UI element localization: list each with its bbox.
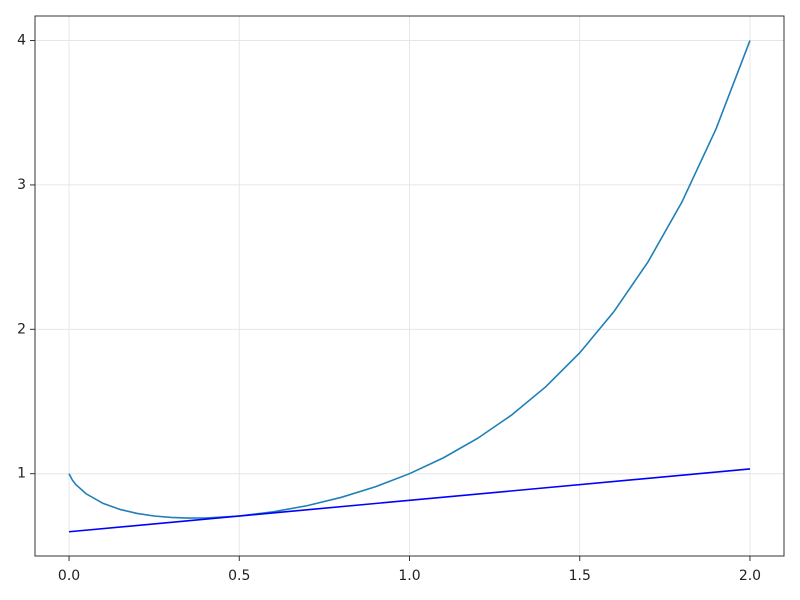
line-series [68,468,751,533]
line-series [68,40,751,519]
y-tick-label: 3 [17,177,26,193]
x-tick-label: 0.0 [58,568,80,584]
x-tick-label: 0.5 [228,568,250,584]
x-tick-label: 2.0 [739,568,761,584]
y-tick-label: 1 [17,466,26,482]
x-tick-label: 1.0 [398,568,420,584]
plot-frame [34,15,785,557]
x-tick-label: 1.5 [569,568,591,584]
y-tick-label: 4 [17,33,26,49]
y-tick-label: 2 [17,321,26,337]
